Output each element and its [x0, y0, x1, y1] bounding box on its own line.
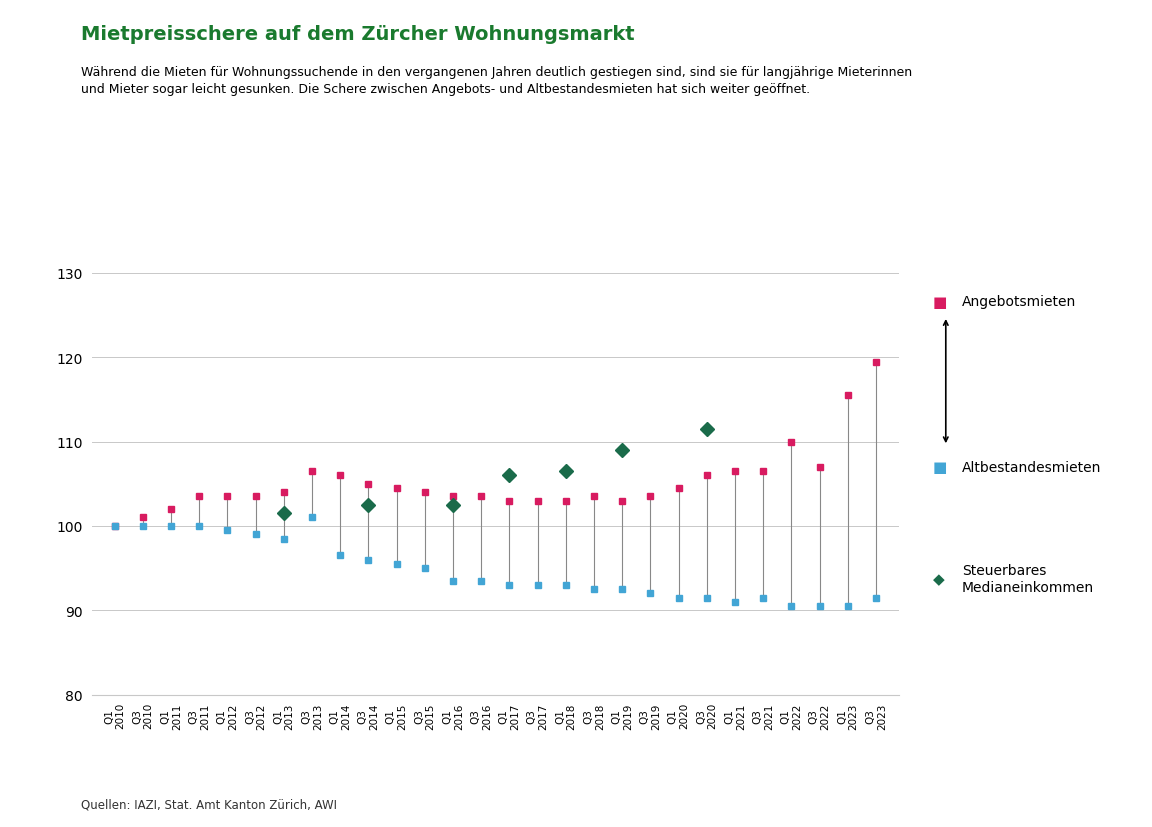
Text: Steuerbares
Medianeinkommen: Steuerbares Medianeinkommen	[962, 563, 1094, 595]
Text: ◆: ◆	[933, 571, 945, 586]
Text: Altbestandesmieten: Altbestandesmieten	[962, 461, 1101, 474]
Text: Quellen: IAZI, Stat. Amt Kanton Zürich, AWI: Quellen: IAZI, Stat. Amt Kanton Zürich, …	[81, 797, 336, 810]
Text: Mietpreisschere auf dem Zürcher Wohnungsmarkt: Mietpreisschere auf dem Zürcher Wohnungs…	[81, 25, 635, 44]
Text: Angebotsmieten: Angebotsmieten	[962, 295, 1076, 308]
Text: Während die Mieten für Wohnungssuchende in den vergangenen Jahren deutlich gesti: Während die Mieten für Wohnungssuchende …	[81, 66, 911, 96]
Text: ■: ■	[933, 460, 947, 475]
Text: ■: ■	[933, 294, 947, 309]
